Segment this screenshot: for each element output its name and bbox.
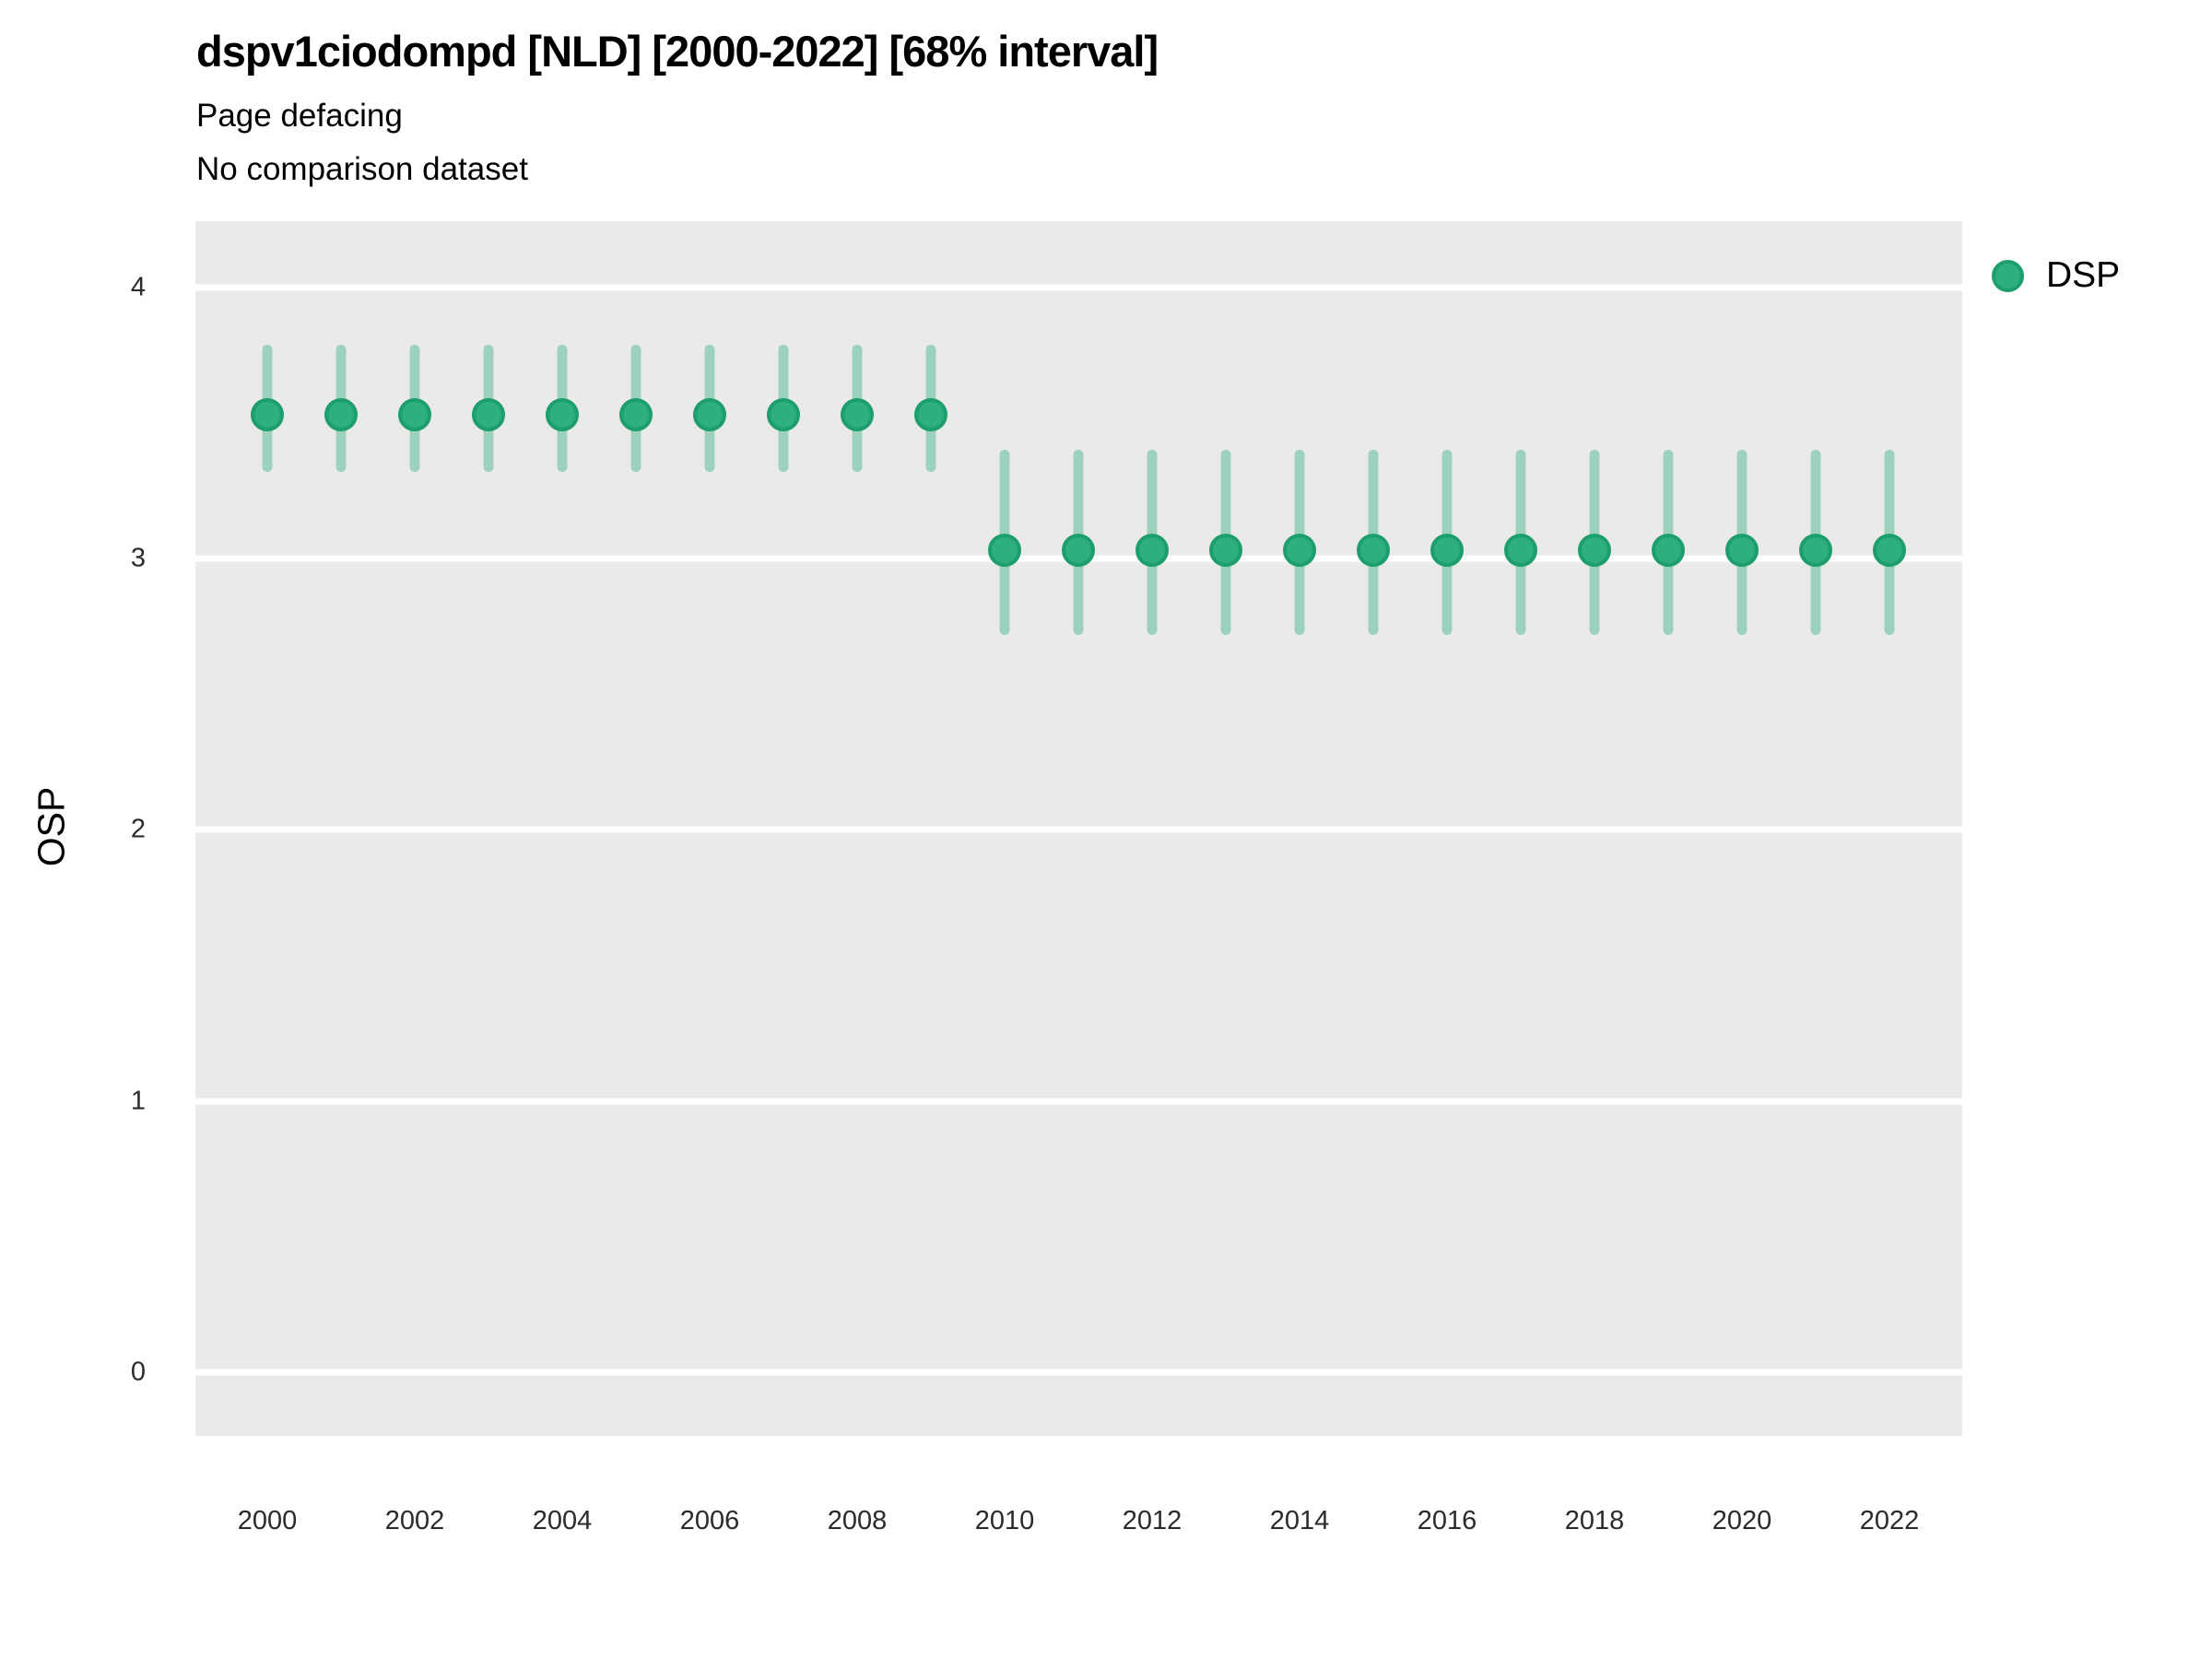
x-tick-label-2006: 2006 bbox=[679, 1506, 740, 1535]
x-tick-label-2010: 2010 bbox=[974, 1506, 1035, 1535]
data-point-2017 bbox=[1504, 534, 1537, 568]
data-point-2004 bbox=[546, 398, 579, 432]
chart-subtitle-secondary: No comparison dataset bbox=[196, 151, 528, 187]
data-point-2011 bbox=[1062, 534, 1095, 568]
x-tick-label-2002: 2002 bbox=[384, 1506, 445, 1535]
chart-subtitle: Page defacing bbox=[196, 98, 403, 134]
y-tick-label-3: 3 bbox=[130, 543, 146, 573]
data-point-2019 bbox=[1652, 534, 1685, 568]
data-point-2013 bbox=[1209, 534, 1242, 568]
x-tick-label-2022: 2022 bbox=[1859, 1506, 1920, 1535]
x-tick-label-2014: 2014 bbox=[1269, 1506, 1330, 1535]
x-tick-label-2004: 2004 bbox=[532, 1506, 593, 1535]
data-point-2020 bbox=[1725, 534, 1759, 568]
x-tick-label-2016: 2016 bbox=[1417, 1506, 1477, 1535]
y-tick-label-1: 1 bbox=[130, 1086, 146, 1116]
gridline-y-4 bbox=[195, 284, 1962, 291]
y-axis-tick-labels: 0 1 2 3 4 bbox=[55, 221, 146, 1436]
y-tick-label-4: 4 bbox=[130, 272, 146, 302]
legend: DSP bbox=[1992, 253, 2120, 299]
y-tick-label-0: 0 bbox=[130, 1357, 146, 1387]
x-tick-label-2020: 2020 bbox=[1712, 1506, 1772, 1535]
x-tick-label-2012: 2012 bbox=[1122, 1506, 1182, 1535]
x-tick-label-2000: 2000 bbox=[237, 1506, 298, 1535]
data-point-2001 bbox=[324, 398, 358, 432]
data-point-2015 bbox=[1357, 534, 1390, 568]
data-point-2002 bbox=[398, 398, 431, 432]
data-point-2003 bbox=[472, 398, 505, 432]
y-tick-label-2: 2 bbox=[130, 814, 146, 844]
gridline-y-1 bbox=[195, 1098, 1962, 1105]
legend-marker-icon bbox=[1992, 259, 2024, 292]
data-point-2008 bbox=[841, 398, 874, 432]
data-point-2005 bbox=[619, 398, 653, 432]
gridline-y-0 bbox=[195, 1369, 1962, 1376]
x-tick-label-2018: 2018 bbox=[1564, 1506, 1625, 1535]
data-point-2010 bbox=[988, 534, 1021, 568]
data-point-2014 bbox=[1283, 534, 1316, 568]
x-axis-tick-labels: 2000 2002 2004 2006 2008 2010 2012 2014 2016 2018… bbox=[195, 1506, 1962, 1547]
data-point-2016 bbox=[1430, 534, 1464, 568]
data-point-2009 bbox=[914, 398, 947, 432]
data-point-2006 bbox=[693, 398, 726, 432]
data-point-2012 bbox=[1135, 534, 1169, 568]
plot-area bbox=[195, 221, 1962, 1436]
data-point-2022 bbox=[1873, 534, 1906, 568]
gridline-y-2 bbox=[195, 826, 1962, 833]
data-point-2018 bbox=[1578, 534, 1611, 568]
data-point-2000 bbox=[251, 398, 284, 432]
data-point-2007 bbox=[767, 398, 800, 432]
data-point-2021 bbox=[1799, 534, 1832, 568]
x-tick-label-2008: 2008 bbox=[827, 1506, 888, 1535]
chart-title: dspv1ciodompd [NLD] [2000-2022] [68% int… bbox=[196, 27, 1159, 76]
legend-label: DSP bbox=[2046, 255, 2121, 295]
